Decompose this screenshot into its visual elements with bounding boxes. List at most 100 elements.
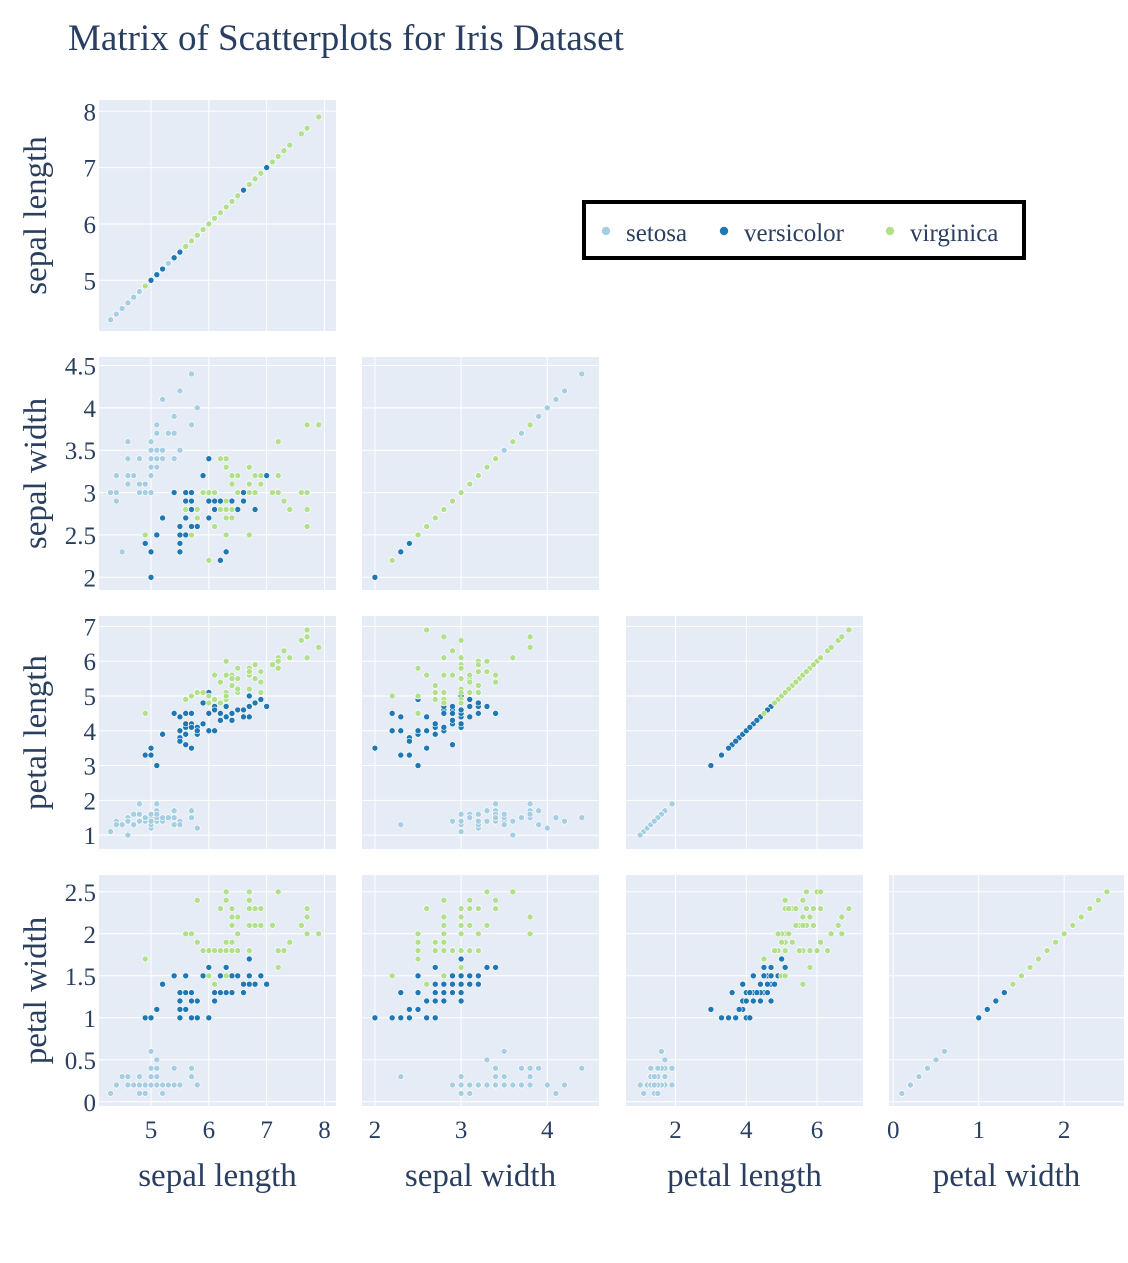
point-setosa[interactable]	[130, 1081, 137, 1089]
point-versicolor[interactable]	[725, 744, 732, 752]
point-versicolor[interactable]	[423, 713, 430, 721]
point-setosa[interactable]	[107, 828, 114, 835]
point-virginica[interactable]	[222, 203, 230, 211]
point-setosa[interactable]	[449, 817, 456, 825]
point-versicolor[interactable]	[771, 980, 778, 988]
point-virginica[interactable]	[211, 523, 218, 530]
point-setosa[interactable]	[552, 1090, 560, 1097]
point-versicolor[interactable]	[245, 955, 253, 963]
point-virginica[interactable]	[274, 153, 282, 160]
point-setosa[interactable]	[153, 1073, 161, 1080]
point-versicolor[interactable]	[732, 1014, 739, 1022]
point-setosa[interactable]	[500, 1073, 508, 1080]
point-versicolor[interactable]	[457, 997, 465, 1005]
point-virginica[interactable]	[205, 692, 213, 700]
point-versicolor[interactable]	[176, 540, 184, 547]
point-versicolor[interactable]	[397, 751, 405, 759]
point-versicolor[interactable]	[760, 964, 768, 971]
point-virginica[interactable]	[251, 472, 259, 479]
point-virginica[interactable]	[205, 972, 213, 980]
point-setosa[interactable]	[535, 821, 542, 828]
point-setosa[interactable]	[647, 1064, 655, 1072]
point-versicolor[interactable]	[141, 751, 149, 759]
point-versicolor[interactable]	[257, 972, 265, 980]
point-versicolor[interactable]	[245, 692, 253, 700]
point-versicolor[interactable]	[176, 531, 184, 539]
point-versicolor[interactable]	[767, 964, 775, 971]
point-virginica[interactable]	[827, 930, 835, 938]
point-virginica[interactable]	[781, 947, 789, 954]
point-setosa[interactable]	[113, 497, 120, 505]
point-versicolor[interactable]	[466, 980, 474, 988]
point-versicolor[interactable]	[147, 548, 155, 556]
point-virginica[interactable]	[466, 689, 474, 696]
point-versicolor[interactable]	[217, 989, 224, 996]
point-virginica[interactable]	[199, 489, 207, 496]
point-versicolor[interactable]	[211, 506, 218, 513]
point-setosa[interactable]	[500, 1081, 508, 1089]
point-setosa[interactable]	[124, 831, 132, 839]
point-virginica[interactable]	[228, 506, 236, 513]
point-versicolor[interactable]	[371, 1014, 379, 1022]
point-virginica[interactable]	[211, 696, 218, 703]
point-versicolor[interactable]	[222, 703, 230, 710]
point-setosa[interactable]	[526, 1073, 534, 1080]
point-setosa[interactable]	[483, 817, 491, 825]
point-virginica[interactable]	[280, 497, 288, 505]
point-setosa[interactable]	[170, 455, 178, 462]
point-setosa[interactable]	[113, 489, 120, 496]
point-setosa[interactable]	[457, 828, 465, 835]
point-virginica[interactable]	[303, 654, 311, 662]
point-virginica[interactable]	[245, 896, 253, 904]
point-virginica[interactable]	[315, 930, 322, 938]
point-versicolor[interactable]	[159, 514, 166, 522]
point-virginica[interactable]	[217, 209, 224, 216]
point-versicolor[interactable]	[159, 265, 166, 273]
point-virginica[interactable]	[440, 654, 448, 662]
point-virginica[interactable]	[286, 654, 294, 662]
point-virginica[interactable]	[269, 158, 276, 166]
point-versicolor[interactable]	[257, 696, 265, 703]
point-virginica[interactable]	[303, 506, 311, 513]
point-versicolor[interactable]	[159, 730, 166, 738]
point-virginica[interactable]	[1060, 930, 1068, 938]
point-versicolor[interactable]	[141, 540, 149, 547]
point-versicolor[interactable]	[245, 703, 253, 710]
point-versicolor[interactable]	[251, 980, 259, 988]
point-setosa[interactable]	[466, 1081, 474, 1089]
point-setosa[interactable]	[113, 472, 120, 479]
point-setosa[interactable]	[153, 810, 161, 818]
point-virginica[interactable]	[845, 905, 853, 912]
point-versicolor[interactable]	[414, 989, 422, 996]
point-versicolor[interactable]	[176, 1014, 184, 1022]
point-versicolor[interactable]	[263, 980, 270, 988]
point-versicolor[interactable]	[746, 989, 754, 996]
point-virginica[interactable]	[193, 506, 201, 513]
point-versicolor[interactable]	[170, 710, 178, 717]
point-virginica[interactable]	[414, 531, 422, 539]
point-virginica[interactable]	[457, 922, 465, 929]
point-virginica[interactable]	[141, 710, 149, 717]
point-virginica[interactable]	[440, 506, 448, 513]
point-virginica[interactable]	[251, 905, 259, 912]
point-setosa[interactable]	[136, 489, 143, 496]
point-virginica[interactable]	[781, 689, 789, 696]
point-virginica[interactable]	[796, 947, 803, 954]
point-versicolor[interactable]	[388, 727, 396, 735]
point-setosa[interactable]	[153, 463, 161, 471]
point-versicolor[interactable]	[760, 972, 768, 980]
point-versicolor[interactable]	[188, 506, 195, 513]
point-virginica[interactable]	[785, 930, 793, 938]
point-versicolor[interactable]	[251, 699, 259, 707]
point-virginica[interactable]	[257, 472, 265, 479]
point-virginica[interactable]	[193, 896, 201, 904]
point-versicolor[interactable]	[147, 744, 155, 752]
point-versicolor[interactable]	[440, 710, 448, 717]
point-versicolor[interactable]	[431, 964, 439, 971]
point-setosa[interactable]	[124, 1073, 132, 1080]
point-virginica[interactable]	[222, 463, 230, 471]
point-setosa[interactable]	[188, 807, 195, 815]
point-virginica[interactable]	[466, 671, 474, 679]
point-virginica[interactable]	[245, 489, 253, 496]
point-versicolor[interactable]	[176, 713, 184, 721]
